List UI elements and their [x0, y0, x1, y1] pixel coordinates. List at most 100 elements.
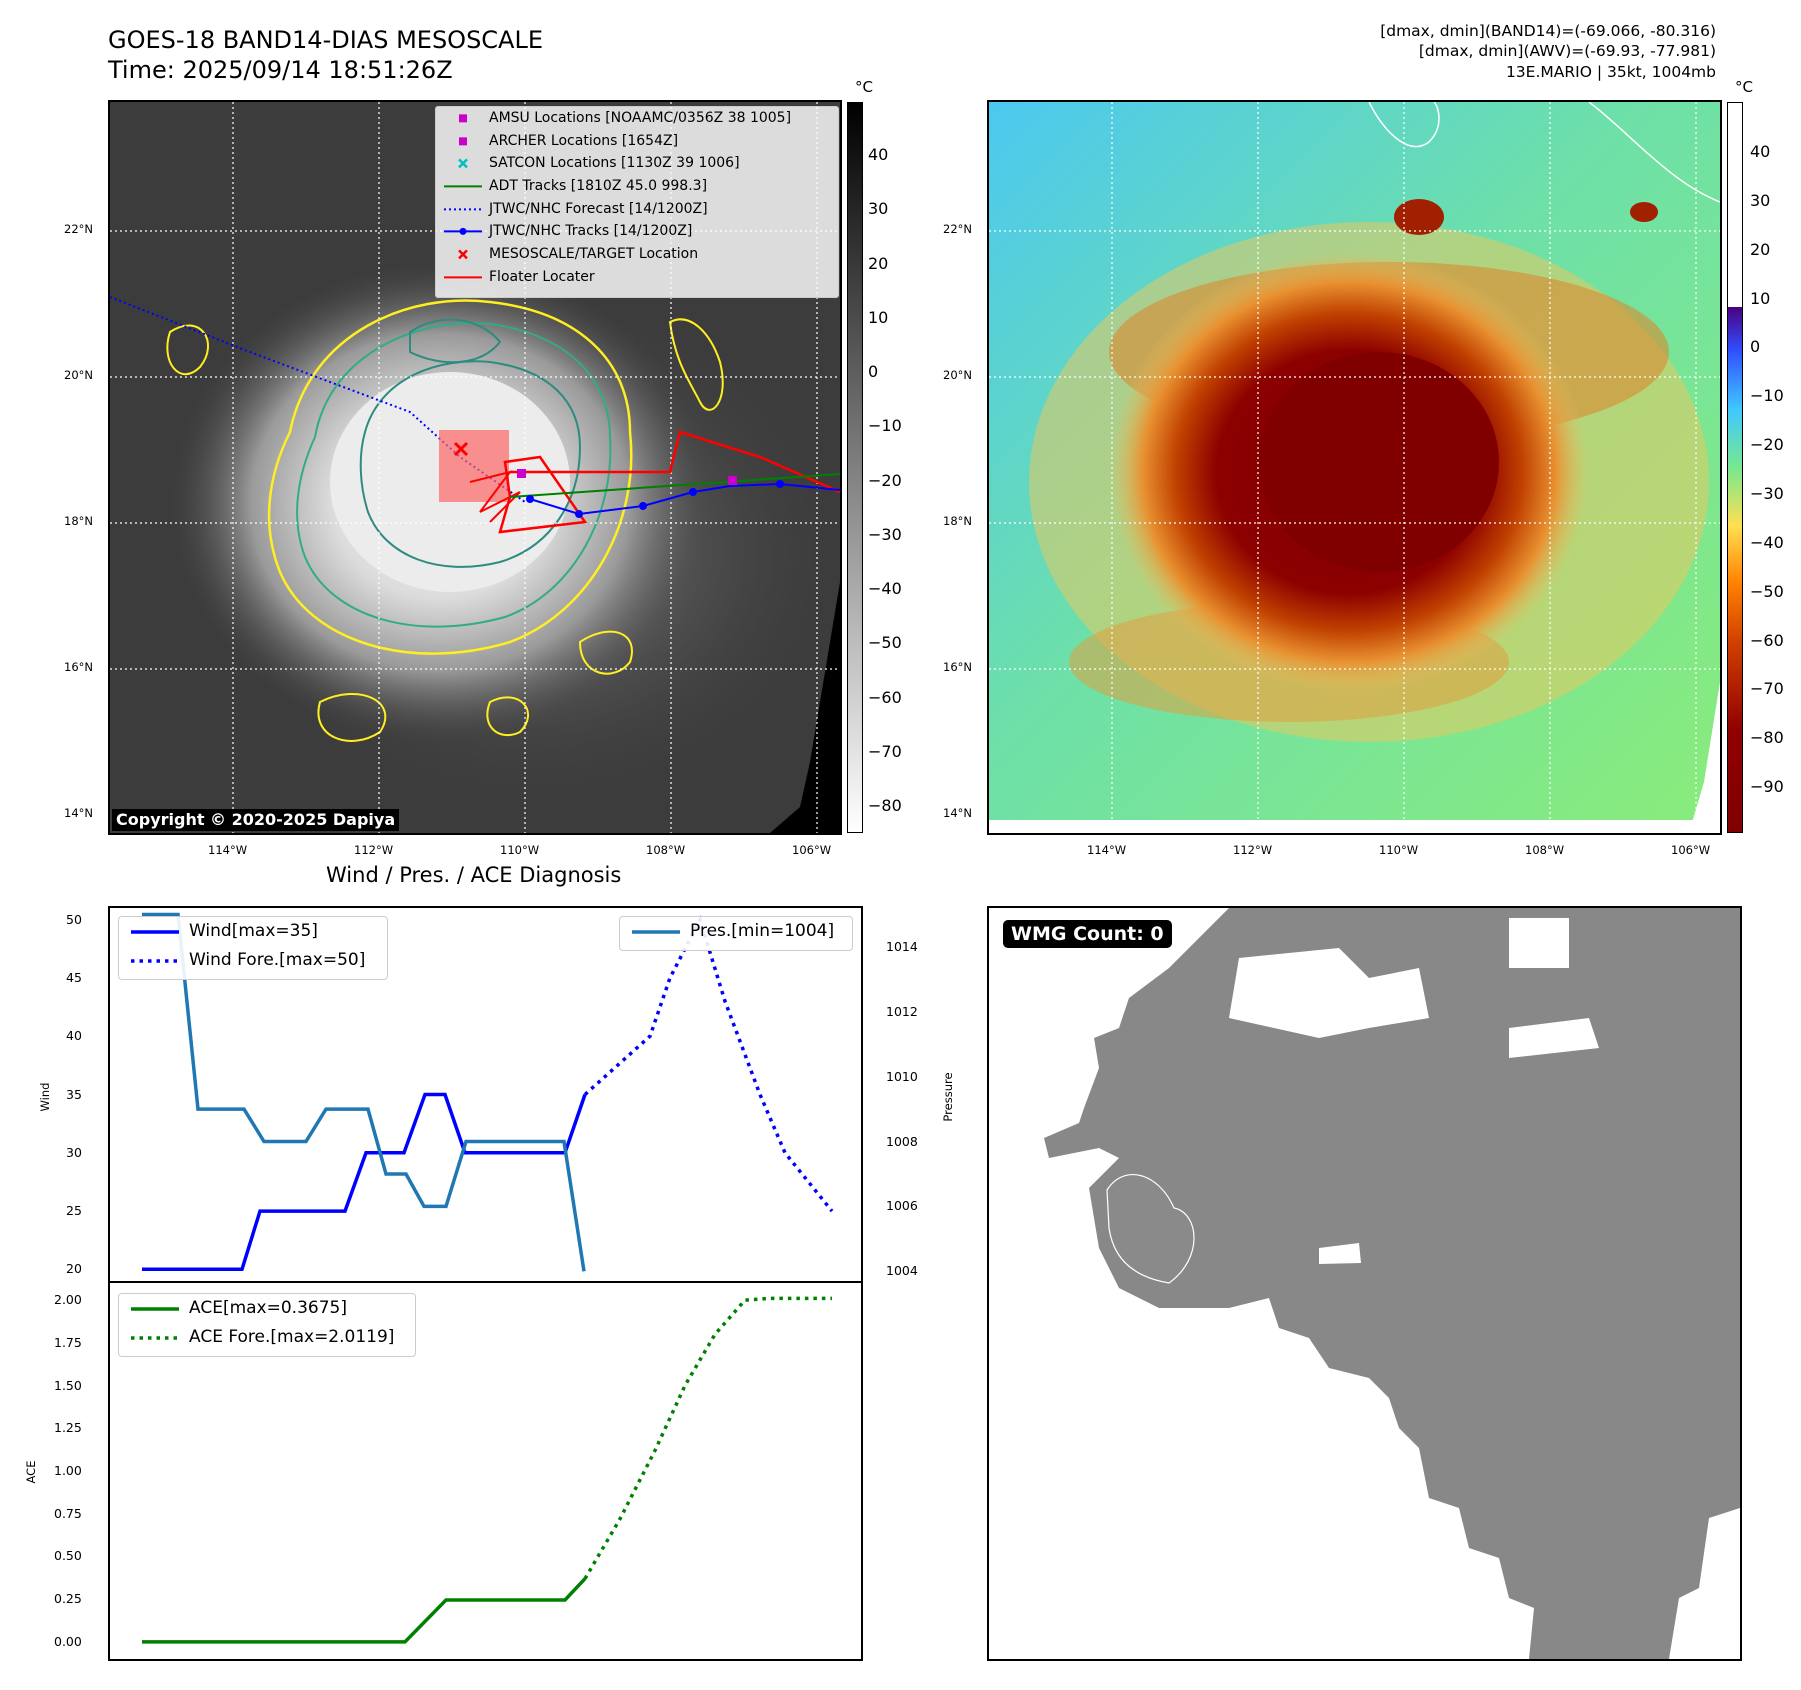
- ir-colorbar: [847, 102, 863, 833]
- pressure-tick: 1008: [886, 1133, 918, 1149]
- mesoscale-target-marker: [453, 441, 469, 457]
- dotted-line-icon: [131, 959, 179, 963]
- legend-row: ARCHER Locations [1654Z]: [436, 130, 838, 153]
- ace-tick: 1.50: [54, 1377, 82, 1393]
- ace-tick: 1.25: [54, 1420, 82, 1436]
- pressure-axis-label: Pressure: [941, 1072, 955, 1122]
- legend-row: ADT Tracks [1810Z 45.0 998.3]: [436, 175, 838, 198]
- solid-line-icon: [131, 930, 179, 934]
- wind-tick: 20: [66, 1261, 82, 1277]
- ir-colorbar-tick: −20: [868, 470, 902, 490]
- awv-colorbar-tick: −60: [1750, 630, 1784, 650]
- ace-axis-label: ACE: [24, 1460, 38, 1484]
- legend-row: ACE Fore.[max=2.0119]: [119, 1323, 415, 1352]
- awv-colorbar-tick: −80: [1750, 728, 1784, 748]
- ir-colorbar-tick: −10: [868, 416, 902, 436]
- storm-info-text: 13E.MARIO | 35kt, 1004mb: [1505, 63, 1716, 81]
- awv-colorbar-unit: °C: [1735, 78, 1753, 96]
- wind-legend: Wind[max=35] Wind Fore.[max=50]: [118, 916, 388, 980]
- ir-colorbar-tick: 0: [868, 362, 879, 381]
- adt-track: [509, 473, 840, 498]
- awv-colorbar-tick: 20: [1750, 239, 1771, 259]
- legend-label: ACE[max=0.3675]: [189, 1298, 347, 1318]
- wind-pressure-plot: Wind[max=35] Wind Fore.[max=50] Pres.[mi…: [108, 906, 863, 1283]
- awv-colorbar-tick: 0: [1750, 337, 1761, 357]
- wmg-panel: WMG Count: 0: [987, 906, 1742, 1661]
- wind-forecast-line: [583, 915, 834, 1213]
- ir-colorbar-tick: −60: [868, 687, 902, 707]
- legend-row: AMSU Locations [NOAAMC/0356Z 38 1005]: [436, 107, 838, 130]
- awv-map-image: [989, 102, 1720, 833]
- legend-label: MESOSCALE/TARGET Location: [489, 246, 699, 263]
- legend-label: JTWC/NHC Forecast [14/1200Z]: [489, 200, 708, 217]
- legend-row: MESOSCALE/TARGET Location: [436, 243, 838, 266]
- ir-lat-tick: 22°N: [64, 222, 93, 236]
- wmg-count-badge: WMG Count: 0: [1003, 920, 1172, 948]
- ace-line: [142, 1577, 587, 1644]
- ace-svg: [142, 1296, 832, 1644]
- pressure-tick: 1010: [886, 1068, 918, 1084]
- awv-lat-tick: 22°N: [943, 222, 972, 236]
- legend-label: AMSU Locations [NOAAMC/0356Z 38 1005]: [489, 110, 792, 126]
- contour-yellow: [267, 299, 633, 655]
- awv-lon-tick: 112°W: [1233, 843, 1273, 857]
- legend-row: Floater Locater: [436, 266, 838, 289]
- awv-lon-tick: 106°W: [1671, 843, 1711, 857]
- legend-row: SATCON Locations [1130Z 39 1006]: [436, 152, 838, 175]
- legend-label: ACE Fore.[max=2.0119]: [189, 1327, 395, 1347]
- legend-row: JTWC/NHC Tracks [14/1200Z]: [436, 220, 838, 243]
- ir-colorbar-tick: 20: [868, 253, 889, 273]
- legend-row: ACE[max=0.3675]: [119, 1294, 415, 1323]
- wind-line: [142, 1092, 587, 1272]
- awv-gridlines: [989, 102, 1720, 833]
- solid-line-icon: [444, 276, 482, 279]
- awv-colorbar-tick: −10: [1750, 386, 1784, 406]
- ace-tick: 0.75: [54, 1505, 82, 1521]
- square-marker-icon: [459, 137, 467, 146]
- awv-colorbar-tick: −70: [1750, 679, 1784, 699]
- ir-colorbar-tick: 30: [868, 199, 889, 219]
- legend-label: Wind Fore.[max=50]: [189, 950, 366, 970]
- pressure-tick: 1014: [886, 938, 918, 954]
- pressure-tick: 1004: [886, 1263, 918, 1279]
- ir-colorbar-tick: 10: [868, 307, 889, 327]
- forecast-track: [110, 296, 526, 503]
- awv-colorbar-tick: 10: [1750, 288, 1771, 308]
- ace-legend: ACE[max=0.3675] ACE Fore.[max=2.0119]: [118, 1293, 416, 1357]
- ir-colorbar-tick: 40: [868, 145, 889, 164]
- awv-lon-tick: 108°W: [1525, 843, 1565, 857]
- pressure-tick: 1006: [886, 1198, 918, 1214]
- ir-lat-tick: 18°N: [64, 514, 93, 528]
- wmg-mask-shape: [1044, 908, 1740, 1659]
- ir-lon-tick: 112°W: [354, 843, 394, 857]
- wind-tick: 30: [66, 1144, 82, 1160]
- ace-plot: ACE[max=0.3675] ACE Fore.[max=2.0119]: [108, 1281, 863, 1661]
- ir-colorbar-tick: −80: [868, 796, 902, 815]
- awv-colorbar: [1727, 102, 1743, 833]
- legend-label: ARCHER Locations [1654Z]: [489, 132, 679, 149]
- floater-locater: [498, 455, 588, 534]
- legend-row: Pres.[min=1004]: [620, 917, 852, 946]
- ace-tick: 1.00: [54, 1463, 82, 1478]
- ace-tick: 2.00: [54, 1292, 82, 1308]
- legend-label: Wind[max=35]: [189, 921, 318, 941]
- ir-lat-tick: 14°N: [64, 806, 93, 820]
- ir-colorbar-tick: −50: [868, 633, 902, 653]
- coastline: [1368, 102, 1440, 148]
- ir-lon-tick: 114°W: [208, 843, 248, 857]
- ir-colorbar-tick: −30: [868, 524, 902, 544]
- awv-colorbar-tick: −30: [1750, 483, 1784, 503]
- ir-lon-tick: 106°W: [792, 843, 832, 857]
- solid-line-icon: [632, 930, 680, 934]
- x-marker-icon: [458, 249, 468, 260]
- mesoscale-box: [439, 430, 509, 502]
- awv-map-panel: [987, 100, 1722, 835]
- solid-line-icon: [131, 1307, 179, 1311]
- line-dot-icon: [444, 228, 482, 236]
- legend-row: Wind[max=35]: [119, 917, 387, 946]
- pressure-legend: Pres.[min=1004]: [619, 916, 853, 951]
- awv-lat-tick: 18°N: [943, 514, 972, 528]
- legend-label: ADT Tracks [1810Z 45.0 998.3]: [489, 178, 708, 195]
- ir-lat-tick: 16°N: [64, 660, 93, 674]
- ir-legend: AMSU Locations [NOAAMC/0356Z 38 1005] AR…: [435, 106, 839, 298]
